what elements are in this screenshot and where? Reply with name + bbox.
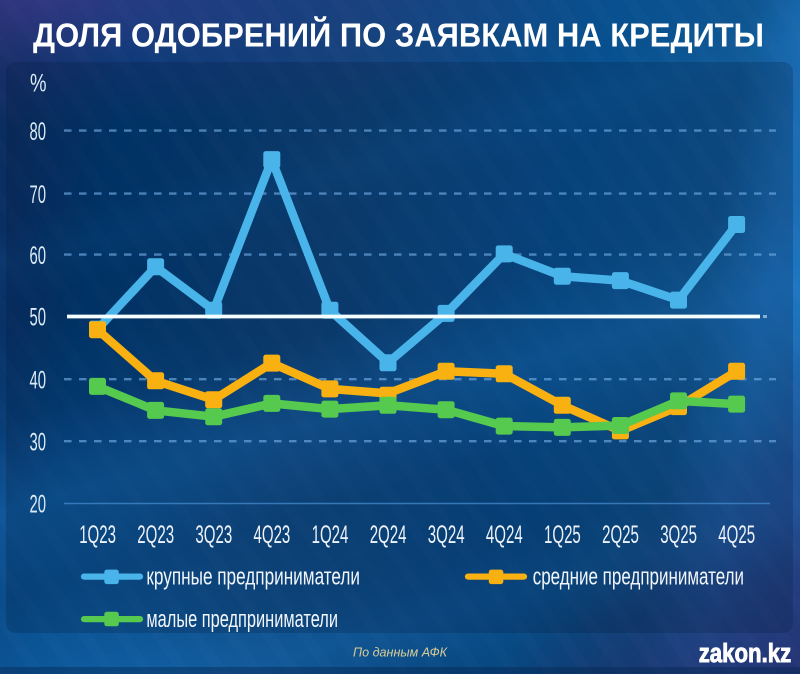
svg-text:3Q23: 3Q23 [195, 521, 232, 549]
svg-text:По данным АФК: По данным АФК [353, 646, 448, 660]
svg-text:1Q24: 1Q24 [312, 521, 349, 549]
svg-text:4Q24: 4Q24 [486, 521, 523, 549]
svg-text:средние предприниматели: средние предприниматели [533, 563, 744, 590]
svg-text:3Q25: 3Q25 [660, 521, 697, 549]
svg-text:70: 70 [30, 181, 47, 209]
svg-text:4Q23: 4Q23 [254, 521, 291, 549]
svg-text:4Q25: 4Q25 [718, 521, 755, 549]
svg-text:50: 50 [30, 304, 47, 332]
svg-text:80: 80 [30, 118, 47, 146]
svg-text:%: % [30, 70, 47, 98]
svg-text:30: 30 [30, 428, 47, 456]
svg-text:2Q24: 2Q24 [370, 521, 407, 549]
svg-text:3Q24: 3Q24 [428, 521, 465, 549]
svg-text:60: 60 [30, 242, 47, 270]
svg-text:1Q25: 1Q25 [544, 521, 581, 549]
svg-text:40: 40 [30, 366, 47, 394]
svg-text:2Q23: 2Q23 [137, 521, 174, 549]
svg-text:ДОЛЯ ОДОБРЕНИЙ ПО ЗАЯВКАМ НА К: ДОЛЯ ОДОБРЕНИЙ ПО ЗАЯВКАМ НА КРЕДИТЫ [33, 15, 764, 54]
svg-text:2Q25: 2Q25 [602, 521, 639, 549]
svg-text:1Q23: 1Q23 [79, 521, 116, 549]
svg-text:крупные предприниматели: крупные предприниматели [146, 563, 360, 590]
svg-text:zakon.kz: zakon.kz [699, 638, 792, 668]
svg-text:малые предприниматели: малые предприниматели [146, 606, 338, 633]
svg-text:20: 20 [30, 491, 47, 519]
